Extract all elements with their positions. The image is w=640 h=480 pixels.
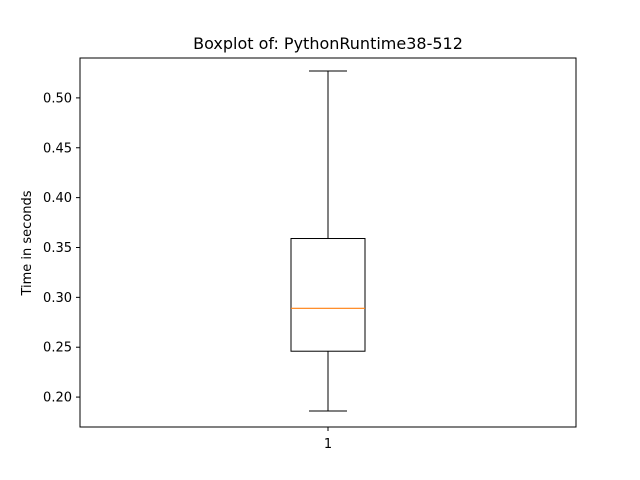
y-tick-label: 0.45	[43, 141, 72, 156]
y-tick-label: 0.25	[43, 341, 72, 356]
y-axis-label: Time in seconds	[20, 190, 35, 296]
y-tick-label: 0.20	[43, 391, 72, 406]
chart-title: Boxplot of: PythonRuntime38-512	[193, 34, 463, 53]
y-tick-label: 0.30	[43, 291, 72, 306]
plot-area: 0.20 0.25 0.30 0.35 0.40 0.45 0.50 1	[43, 57, 577, 452]
y-tick-label: 0.50	[43, 91, 72, 106]
x-tick-label: 1	[324, 437, 332, 452]
iqr-box	[290, 238, 366, 352]
y-tick-label: 0.40	[43, 191, 72, 206]
y-tick-label: 0.35	[43, 241, 72, 256]
